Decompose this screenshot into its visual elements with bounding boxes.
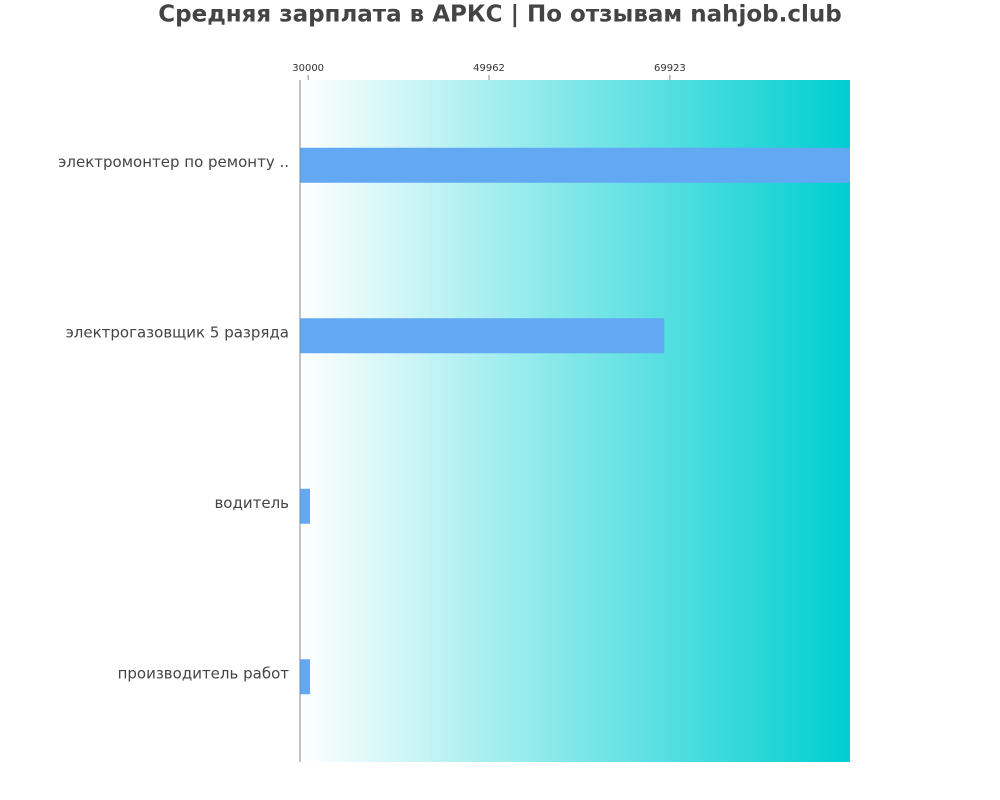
bar bbox=[300, 147, 850, 183]
bar bbox=[300, 318, 665, 354]
plot-background bbox=[300, 80, 850, 762]
x-tick-label: 30000 bbox=[292, 63, 324, 74]
y-tick-label: электрогазовщик 5 разряда bbox=[66, 323, 289, 341]
y-tick-label: водитель bbox=[214, 494, 289, 512]
bar bbox=[300, 659, 310, 695]
y-tick-label: электромонтер по ремонту .. bbox=[58, 153, 289, 171]
chart-title: Средняя зарплата в АРКС | По отзывам nah… bbox=[158, 2, 841, 28]
y-tick-label: производитель работ bbox=[118, 664, 290, 682]
x-tick-label: 69923 bbox=[654, 63, 686, 74]
bar bbox=[300, 488, 310, 524]
x-tick-label: 49962 bbox=[473, 63, 505, 74]
